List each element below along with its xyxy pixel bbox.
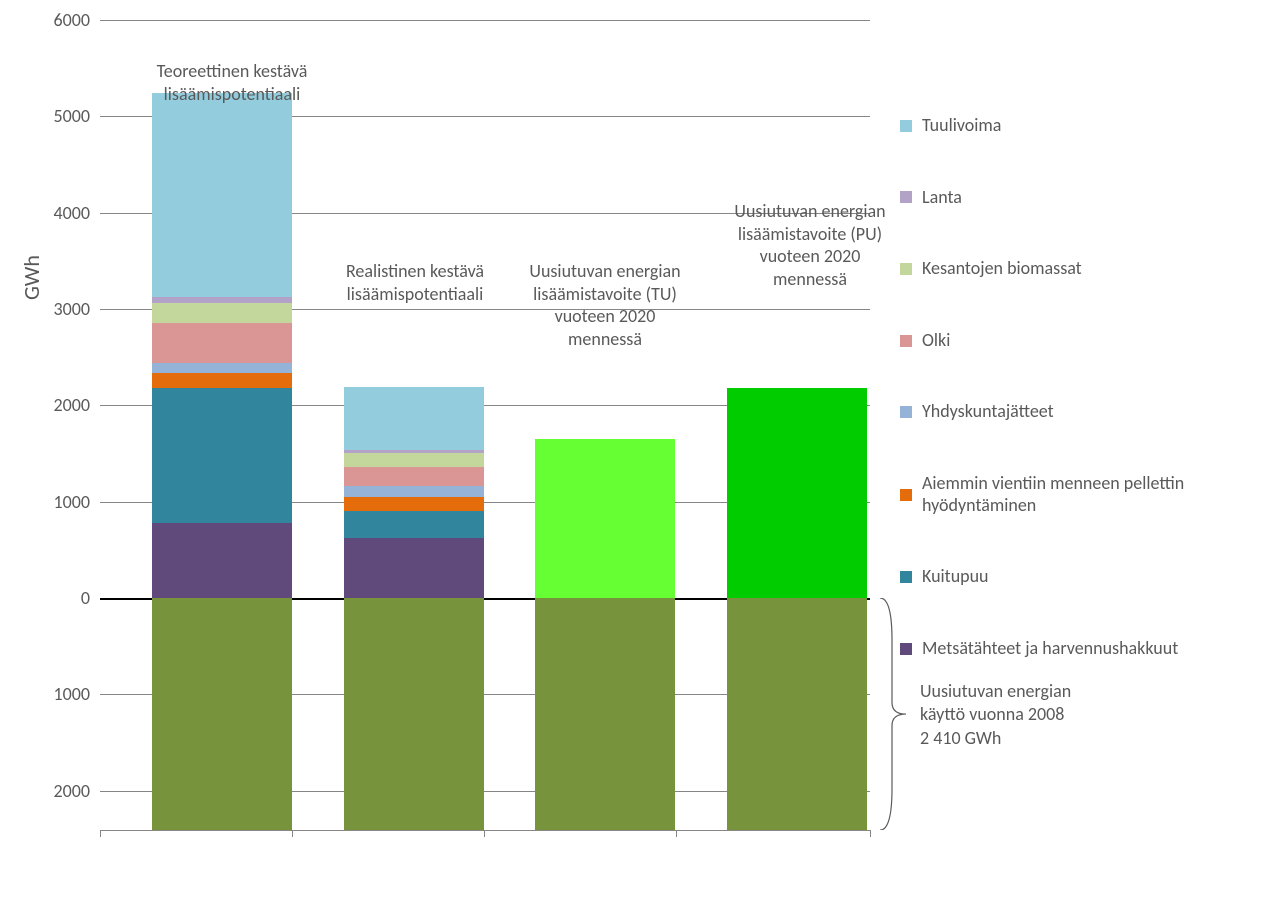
legend-item: Tuulivoima <box>900 115 1242 137</box>
bar-segment-lanta <box>344 450 484 454</box>
y-tick-label: 6000 <box>54 9 101 31</box>
bar-segment-yhdyskuntajatteet <box>152 363 292 374</box>
category-label: Realistinen kestävälisäämispotentiaali <box>315 260 515 305</box>
bar-segment-goal_pu <box>727 388 867 598</box>
legend-swatch <box>900 571 912 583</box>
y-tick-label: 4000 <box>54 202 101 224</box>
y-tick-label: 0 <box>81 587 100 609</box>
legend-label: Kuitupuu <box>922 566 989 588</box>
y-tick-label: 3000 <box>54 298 101 320</box>
legend-item: Kesantojen biomassat <box>900 258 1242 280</box>
category-label: Uusiutuvan energianlisäämistavoite (PU)v… <box>705 200 915 290</box>
bar-segment-kesantojen <box>152 303 292 323</box>
legend-label: Metsätähteet ja harvennushakkuut <box>922 638 1178 660</box>
bar-segment-olki <box>152 323 292 362</box>
legend-swatch <box>900 120 912 132</box>
legend-swatch <box>900 191 912 203</box>
bar-segment-kuitupuu <box>344 511 484 538</box>
baseline-annotation: Uusiutuvan energiankäyttö vuonna 20082 4… <box>920 680 1071 750</box>
legend-label: Tuulivoima <box>922 115 1001 137</box>
bar-segment-baseline <box>535 598 675 830</box>
bar-segment-olki <box>344 467 484 486</box>
bar-segment-kesantojen <box>344 453 484 466</box>
bar-segment-aiemmin <box>152 373 292 387</box>
bar-segment-metsatahteet <box>344 538 484 598</box>
legend-item: Kuitupuu <box>900 566 1242 588</box>
legend-swatch <box>900 406 912 418</box>
x-tick <box>676 830 677 837</box>
y-tick-label: 1000 <box>54 683 101 705</box>
bar-segment-lanta <box>152 297 292 303</box>
brace-icon <box>876 598 916 830</box>
bar-segment-baseline <box>727 598 867 830</box>
legend-item: Lanta <box>900 187 1242 209</box>
legend-item: Aiemmin vientiin menneen pellettin hyödy… <box>900 473 1242 516</box>
bar-segment-goal_tu <box>535 439 675 598</box>
energy-potential-chart: 6000 5000 4000 3000 2000 1000 0 1000 2000 Teoreet… <box>0 0 1270 905</box>
y-axis-title: GWh <box>18 255 45 300</box>
y-tick-label: 5000 <box>54 105 101 127</box>
legend-swatch <box>900 335 912 347</box>
legend: Tuulivoima Lanta Kesantojen biomassat Olki Y… <box>900 115 1242 709</box>
x-tick <box>292 830 293 837</box>
bar-segment-baseline <box>152 598 292 830</box>
bar-segment-yhdyskuntajatteet <box>344 486 484 497</box>
y-tick-label: 1000 <box>54 491 101 513</box>
bar-segment-tuulivoima <box>152 93 292 297</box>
bar-segment-baseline <box>344 598 484 830</box>
category-label: Teoreettinen kestävälisäämispotentiaali <box>132 60 332 105</box>
y-tick-label: 2000 <box>54 780 101 802</box>
legend-label: Lanta <box>922 187 962 209</box>
legend-item: Metsätähteet ja harvennushakkuut <box>900 638 1242 660</box>
legend-item: Olki <box>900 330 1242 352</box>
category-label: Uusiutuvan energianlisäämistavoite (TU)v… <box>500 260 710 350</box>
legend-label: Yhdyskuntajätteet <box>922 401 1054 423</box>
x-tick <box>870 830 871 837</box>
bar-segment-aiemmin <box>344 497 484 511</box>
y-tick-label: 2000 <box>54 394 101 416</box>
x-tick <box>484 830 485 837</box>
legend-label: Kesantojen biomassat <box>922 258 1082 280</box>
legend-swatch <box>900 263 912 275</box>
bar-segment-metsatahteet <box>152 523 292 598</box>
legend-label: Aiemmin vientiin menneen pellettin hyödy… <box>922 473 1242 516</box>
bar-group <box>152 20 292 830</box>
plot-area: 600050004000300020001000010002000Teoreet… <box>100 20 870 830</box>
bar-group <box>535 20 675 830</box>
bar-group <box>344 20 484 830</box>
plot-bottom-edge <box>100 830 870 831</box>
bar-segment-tuulivoima <box>344 387 484 450</box>
x-tick <box>100 830 101 837</box>
legend-swatch <box>900 489 912 501</box>
legend-item: Yhdyskuntajätteet <box>900 401 1242 423</box>
bar-segment-kuitupuu <box>152 388 292 523</box>
bar-group <box>727 20 867 830</box>
legend-label: Olki <box>922 330 950 352</box>
